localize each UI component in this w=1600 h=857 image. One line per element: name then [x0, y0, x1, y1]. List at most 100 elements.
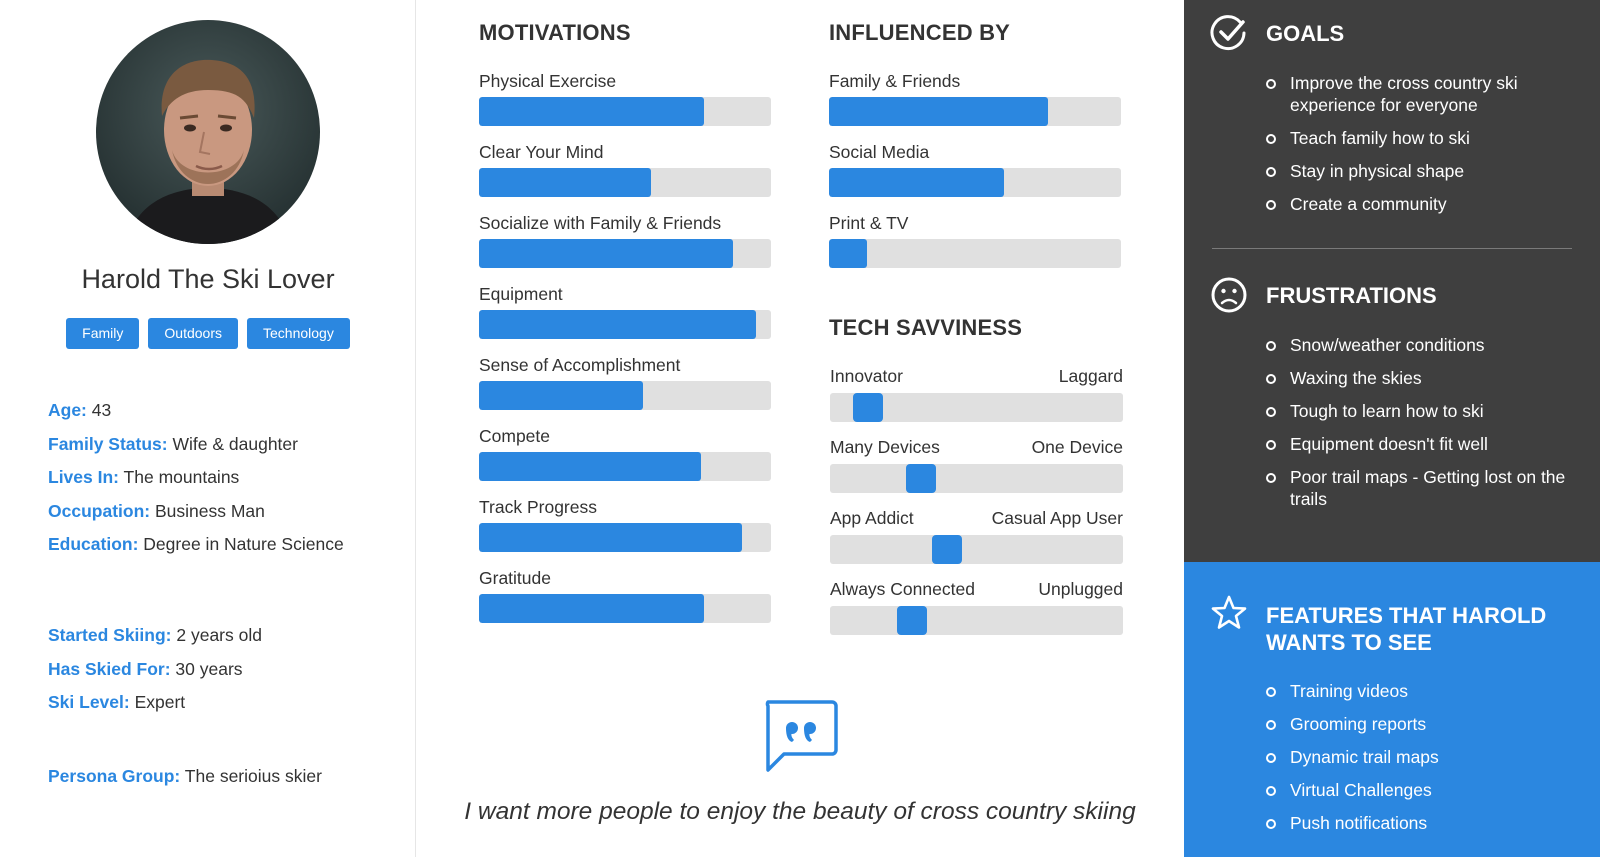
motivation-fill — [479, 523, 742, 552]
slider-labels: Always Connected Unplugged — [830, 577, 1123, 601]
motivation-track — [479, 452, 771, 481]
influence-track — [829, 168, 1121, 197]
motivation-bar: Equipment — [479, 282, 771, 339]
motivation-bar: Sense of Accomplishment — [479, 353, 771, 410]
motivation-label: Clear Your Mind — [479, 142, 604, 162]
influence-fill — [829, 97, 1048, 126]
goals-frustrations-panel: GOALS Improve the cross country ski expe… — [1184, 0, 1600, 562]
detail-persona-group: Persona Group: The serioius skier — [48, 760, 322, 794]
influence-label: Social Media — [829, 142, 930, 162]
slider-right-label: Laggard — [1058, 366, 1123, 386]
motivation-fill — [479, 452, 701, 481]
detail-value: 43 — [91, 400, 112, 420]
detail-started-skiing: Started Skiing: 2 years old — [48, 619, 262, 653]
motivation-label: Sense of Accomplishment — [479, 355, 681, 375]
motivation-label: Equipment — [479, 284, 563, 304]
goal-item: Teach family how to ski — [1266, 128, 1566, 150]
motivation-bar: Physical Exercise — [479, 69, 771, 126]
goal-item: Improve the cross country ski experience… — [1266, 73, 1566, 116]
influenced-by-title: INFLUENCED BY — [829, 20, 1011, 45]
detail-key: Family Status: — [48, 433, 168, 454]
motivation-fill — [479, 310, 757, 339]
slider-labels: Innovator Laggard — [830, 364, 1123, 388]
detail-value: Expert — [134, 692, 186, 712]
motivation-fill — [479, 168, 652, 197]
detail-key: Has Skied For: — [48, 658, 171, 679]
slider-thumb — [853, 393, 884, 422]
detail-key: Ski Level: — [48, 692, 130, 712]
detail-value: The serioius skier — [184, 766, 322, 786]
avatar — [96, 20, 320, 244]
motivation-bar: Socialize with Family & Friends — [479, 211, 771, 268]
avatar-photo — [96, 20, 320, 244]
motivation-bar: Compete — [479, 424, 771, 481]
slider-track — [830, 606, 1123, 635]
frustration-item: Equipment doesn't fit well — [1266, 434, 1566, 456]
slider-left-label: Many Devices — [830, 437, 940, 457]
detail-family-status: Family Status: Wife & daughter — [48, 428, 344, 462]
slider-left-label: Innovator — [830, 366, 903, 386]
tag-technology[interactable]: Technology — [247, 318, 350, 349]
check-circle-icon — [1210, 15, 1246, 51]
detail-key: Education: — [48, 534, 139, 554]
slider-track — [830, 464, 1123, 493]
detail-age: Age: 43 — [48, 394, 344, 428]
feature-item: Training videos — [1266, 681, 1566, 703]
goal-item: Stay in physical shape — [1266, 161, 1566, 183]
motivation-track — [479, 168, 771, 197]
persona-name: Harold The Ski Lover — [81, 264, 335, 294]
detail-has-skied-for: Has Skied For: 30 years — [48, 653, 262, 687]
tech-slider: Many Devices One Device — [830, 435, 1123, 493]
slider-track — [830, 535, 1123, 564]
motivation-fill — [479, 239, 734, 268]
detail-key: Occupation: — [48, 500, 151, 521]
slider-right-label: Casual App User — [991, 508, 1123, 528]
detail-value: 30 years — [175, 658, 243, 679]
detail-value: 2 years old — [176, 625, 262, 645]
detail-key: Lives In: — [48, 467, 119, 487]
features-list: Training videos Grooming reports Dynamic… — [1266, 681, 1566, 846]
frustration-item: Tough to learn how to ski — [1266, 401, 1566, 423]
divider — [1212, 248, 1572, 249]
motivation-label: Track Progress — [479, 497, 597, 517]
motivation-label: Physical Exercise — [479, 71, 617, 91]
motivation-bar: Gratitude — [479, 566, 771, 623]
detail-occupation: Occupation: Business Man — [48, 495, 344, 529]
slider-labels: App Addict Casual App User — [830, 506, 1123, 530]
goals-list: Improve the cross country ski experience… — [1266, 73, 1566, 227]
motivation-track — [479, 381, 771, 410]
influence-fill — [829, 239, 867, 268]
sad-face-icon — [1211, 277, 1247, 313]
influence-label: Family & Friends — [829, 71, 961, 91]
tag-family[interactable]: Family — [66, 318, 140, 349]
influence-bar: Social Media — [829, 140, 1121, 197]
slider-track — [830, 393, 1123, 422]
motivation-label: Gratitude — [479, 568, 551, 588]
frustration-item: Snow/weather conditions — [1266, 335, 1566, 357]
quote-icon — [765, 700, 838, 772]
goals-title: GOALS — [1266, 21, 1345, 46]
persona-details: Age: 43 Family Status: Wife & daughter L… — [48, 394, 344, 562]
ski-details: Started Skiing: 2 years old Has Skied Fo… — [48, 619, 262, 720]
detail-value: The mountains — [123, 467, 240, 487]
persona-group: Persona Group: The serioius skier — [48, 760, 322, 794]
slider-thumb — [905, 464, 936, 493]
motivation-bar: Clear Your Mind — [479, 140, 771, 197]
tech-slider: App Addict Casual App User — [830, 506, 1123, 564]
influence-bar: Family & Friends — [829, 69, 1121, 126]
detail-key: Age: — [48, 400, 87, 420]
influence-track — [829, 97, 1121, 126]
detail-key: Persona Group: — [48, 766, 181, 786]
motivation-fill — [479, 381, 643, 410]
motivation-track — [479, 239, 771, 268]
influence-fill — [829, 168, 1005, 197]
frustrations-title: FRUSTRATIONS — [1266, 283, 1437, 308]
tag-outdoors[interactable]: Outdoors — [148, 318, 238, 349]
detail-lives-in: Lives In: The mountains — [48, 461, 344, 495]
slider-right-label: Unplugged — [1038, 579, 1123, 599]
tech-slider: Innovator Laggard — [830, 364, 1123, 422]
tech-slider: Always Connected Unplugged — [830, 577, 1123, 635]
star-icon — [1211, 595, 1247, 629]
goal-item: Create a community — [1266, 194, 1566, 216]
detail-education: Education: Degree in Nature Science — [48, 528, 344, 562]
